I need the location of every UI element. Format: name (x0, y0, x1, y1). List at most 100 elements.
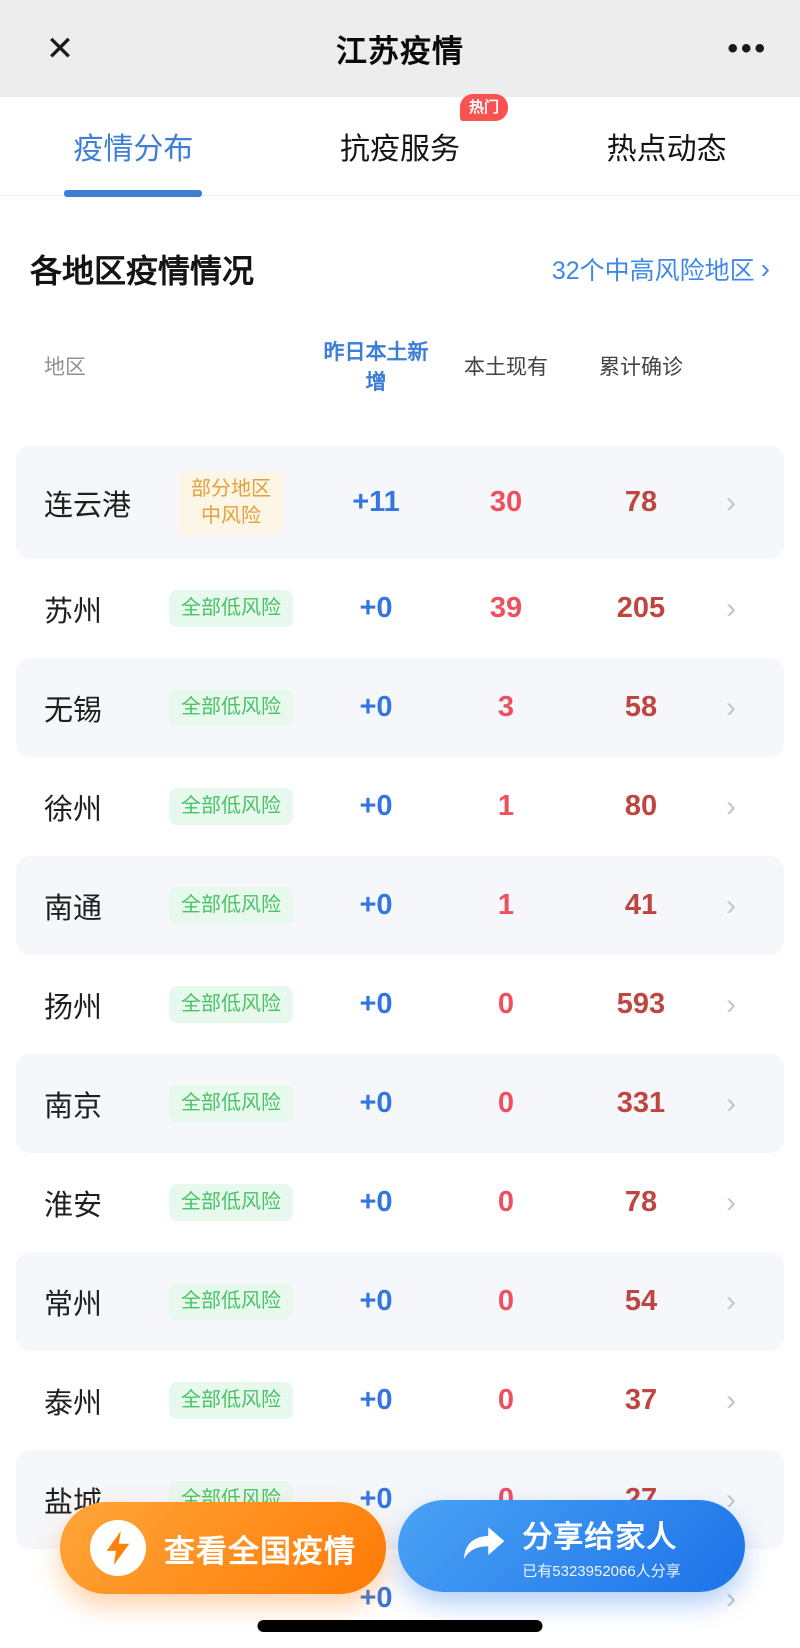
more-options-icon[interactable]: ••• (727, 31, 768, 65)
section-title: 各地区疫情情况 (30, 253, 255, 289)
risk-badge-cell: 全部低风险 (146, 887, 316, 924)
region-row-常州[interactable]: 常州 全部低风险 +0 0 54 › (16, 1252, 784, 1351)
tab-label: 疫情分布 (73, 133, 194, 166)
new-cases-value: +0 (359, 988, 393, 1020)
active-cases-value: 1 (497, 889, 515, 921)
tab-label: 抗疫服务 (339, 133, 460, 166)
risk-badge-cell: 全部低风险 (146, 1382, 316, 1419)
region-name: 南京 (44, 1090, 103, 1123)
new-cases-value: +0 (359, 1186, 393, 1218)
active-cases-value: 1 (497, 790, 515, 822)
header-total-confirmed[interactable]: 累计确诊 (599, 356, 683, 379)
risk-badge-cell: 部分地区 中风险 (146, 470, 316, 535)
region-name: 连云港 (44, 489, 132, 522)
chevron-right-icon: › (726, 987, 736, 1021)
active-cases-value: 0 (497, 1285, 515, 1317)
chevron-right-icon: › (726, 1581, 736, 1615)
tab-epidemic-distribution[interactable]: 疫情分布 (64, 116, 203, 197)
share-to-family-button[interactable]: 分享给家人 已有5323952066人分享 (398, 1500, 745, 1592)
table-header: 地区 昨日本土新增 本土现有 累计确诊 (0, 336, 800, 396)
active-cases-value: 0 (497, 1186, 515, 1218)
risk-badge: 全部低风险 (169, 1382, 293, 1419)
region-name: 徐州 (44, 793, 103, 826)
region-row-南京[interactable]: 南京 全部低风险 +0 0 331 › (16, 1054, 784, 1153)
risk-badge: 全部低风险 (169, 1085, 293, 1122)
chevron-right-icon: › (760, 253, 770, 284)
chevron-right-icon: › (726, 1086, 736, 1120)
chevron-right-icon: › (726, 1482, 736, 1516)
chevron-right-icon: › (726, 690, 736, 724)
share-arrow-icon (462, 1525, 506, 1568)
risk-badge: 全部低风险 (169, 1184, 293, 1221)
total-confirmed-value: 54 (624, 1285, 658, 1317)
chevron-right-icon: › (726, 485, 736, 519)
header-new-cases[interactable]: 昨日本土新增 (323, 341, 429, 394)
tab-label: 热点动态 (606, 133, 727, 166)
region-name: 泰州 (44, 1387, 103, 1420)
view-national-label: 查看全国疫情 (164, 1533, 356, 1569)
new-cases-value: +0 (359, 592, 393, 624)
active-cases-value: 0 (497, 1384, 515, 1416)
total-confirmed-value: 78 (624, 1186, 658, 1218)
home-indicator-bar[interactable] (257, 1620, 543, 1632)
risk-areas-link-label: 32个中高风险地区 (551, 257, 755, 285)
risk-badge-cell: 全部低风险 (146, 986, 316, 1023)
new-cases-value: +0 (359, 691, 393, 723)
tab-anti-epidemic-services[interactable]: 抗疫服务 热门 (336, 94, 508, 176)
total-confirmed-value: 80 (624, 790, 658, 822)
region-row-淮安[interactable]: 淮安 全部低风险 +0 0 78 › (16, 1153, 784, 1252)
active-tab-underline (64, 190, 203, 197)
hot-badge: 热门 (459, 94, 508, 121)
total-confirmed-value: 41 (624, 889, 658, 921)
region-row-连云港[interactable]: 连云港 部分地区 中风险 +11 30 78 › (16, 446, 784, 559)
new-cases-value: +0 (359, 1285, 393, 1317)
new-cases-value: +0 (359, 1087, 393, 1119)
region-row-泰州[interactable]: 泰州 全部低风险 +0 0 37 › (16, 1351, 784, 1450)
navbar: ✕ 江苏疫情 ••• (0, 0, 800, 97)
header-active-cases[interactable]: 本土现有 (464, 356, 548, 379)
active-cases-value: 30 (489, 486, 523, 518)
tab-bar: 疫情分布 抗疫服务 热门 热点动态 (0, 94, 800, 197)
chevron-right-icon: › (726, 591, 736, 625)
region-name: 扬州 (44, 991, 103, 1024)
region-row-徐州[interactable]: 徐州 全部低风险 +0 1 80 › (16, 757, 784, 856)
active-cases-value: 3 (497, 691, 515, 723)
share-count-text: 已有5323952066人分享 (522, 1562, 681, 1580)
region-name: 淮安 (44, 1189, 103, 1222)
total-confirmed-value: 58 (624, 691, 658, 723)
risk-badge: 全部低风险 (169, 986, 293, 1023)
close-icon[interactable]: ✕ (45, 29, 75, 68)
region-name: 无锡 (44, 694, 103, 727)
header-region: 地区 (44, 356, 86, 379)
new-cases-value: +0 (359, 790, 393, 822)
risk-badge-cell: 全部低风险 (146, 1283, 316, 1320)
total-confirmed-value: 593 (616, 988, 666, 1020)
active-cases-value: 39 (489, 592, 523, 624)
total-confirmed-value: 205 (616, 592, 666, 624)
region-row-南通[interactable]: 南通 全部低风险 +0 1 41 › (16, 856, 784, 955)
risk-badge: 全部低风险 (169, 1283, 293, 1320)
share-label: 分享给家人 (522, 1520, 678, 1554)
risk-badge-cell: 全部低风险 (146, 689, 316, 726)
section-header: 各地区疫情情况 32个中高风险地区 › (0, 246, 800, 292)
chevron-right-icon: › (726, 888, 736, 922)
region-row-扬州[interactable]: 扬州 全部低风险 +0 0 593 › (16, 955, 784, 1054)
risk-badge-cell: 全部低风险 (146, 1184, 316, 1221)
new-cases-value: +11 (352, 486, 400, 518)
new-cases-value: +0 (359, 1582, 393, 1614)
total-confirmed-value: 37 (624, 1384, 658, 1416)
risk-badge: 全部低风险 (169, 887, 293, 924)
region-row-无锡[interactable]: 无锡 全部低风险 +0 3 58 › (16, 658, 784, 757)
active-cases-value: 0 (497, 988, 515, 1020)
view-national-epidemic-button[interactable]: 查看全国疫情 (60, 1502, 386, 1594)
risk-areas-link[interactable]: 32个中高风险地区 › (552, 251, 770, 287)
region-name: 常州 (44, 1288, 103, 1321)
risk-badge-cell: 全部低风险 (146, 1085, 316, 1122)
risk-badge: 全部低风险 (169, 689, 293, 726)
tab-hot-news[interactable]: 热点动态 (603, 116, 731, 176)
region-row-苏州[interactable]: 苏州 全部低风险 +0 39 205 › (16, 559, 784, 658)
region-name: 南通 (44, 892, 103, 925)
chevron-right-icon: › (726, 1383, 736, 1417)
total-confirmed-value: 78 (624, 486, 658, 518)
new-cases-value: +0 (359, 889, 393, 921)
